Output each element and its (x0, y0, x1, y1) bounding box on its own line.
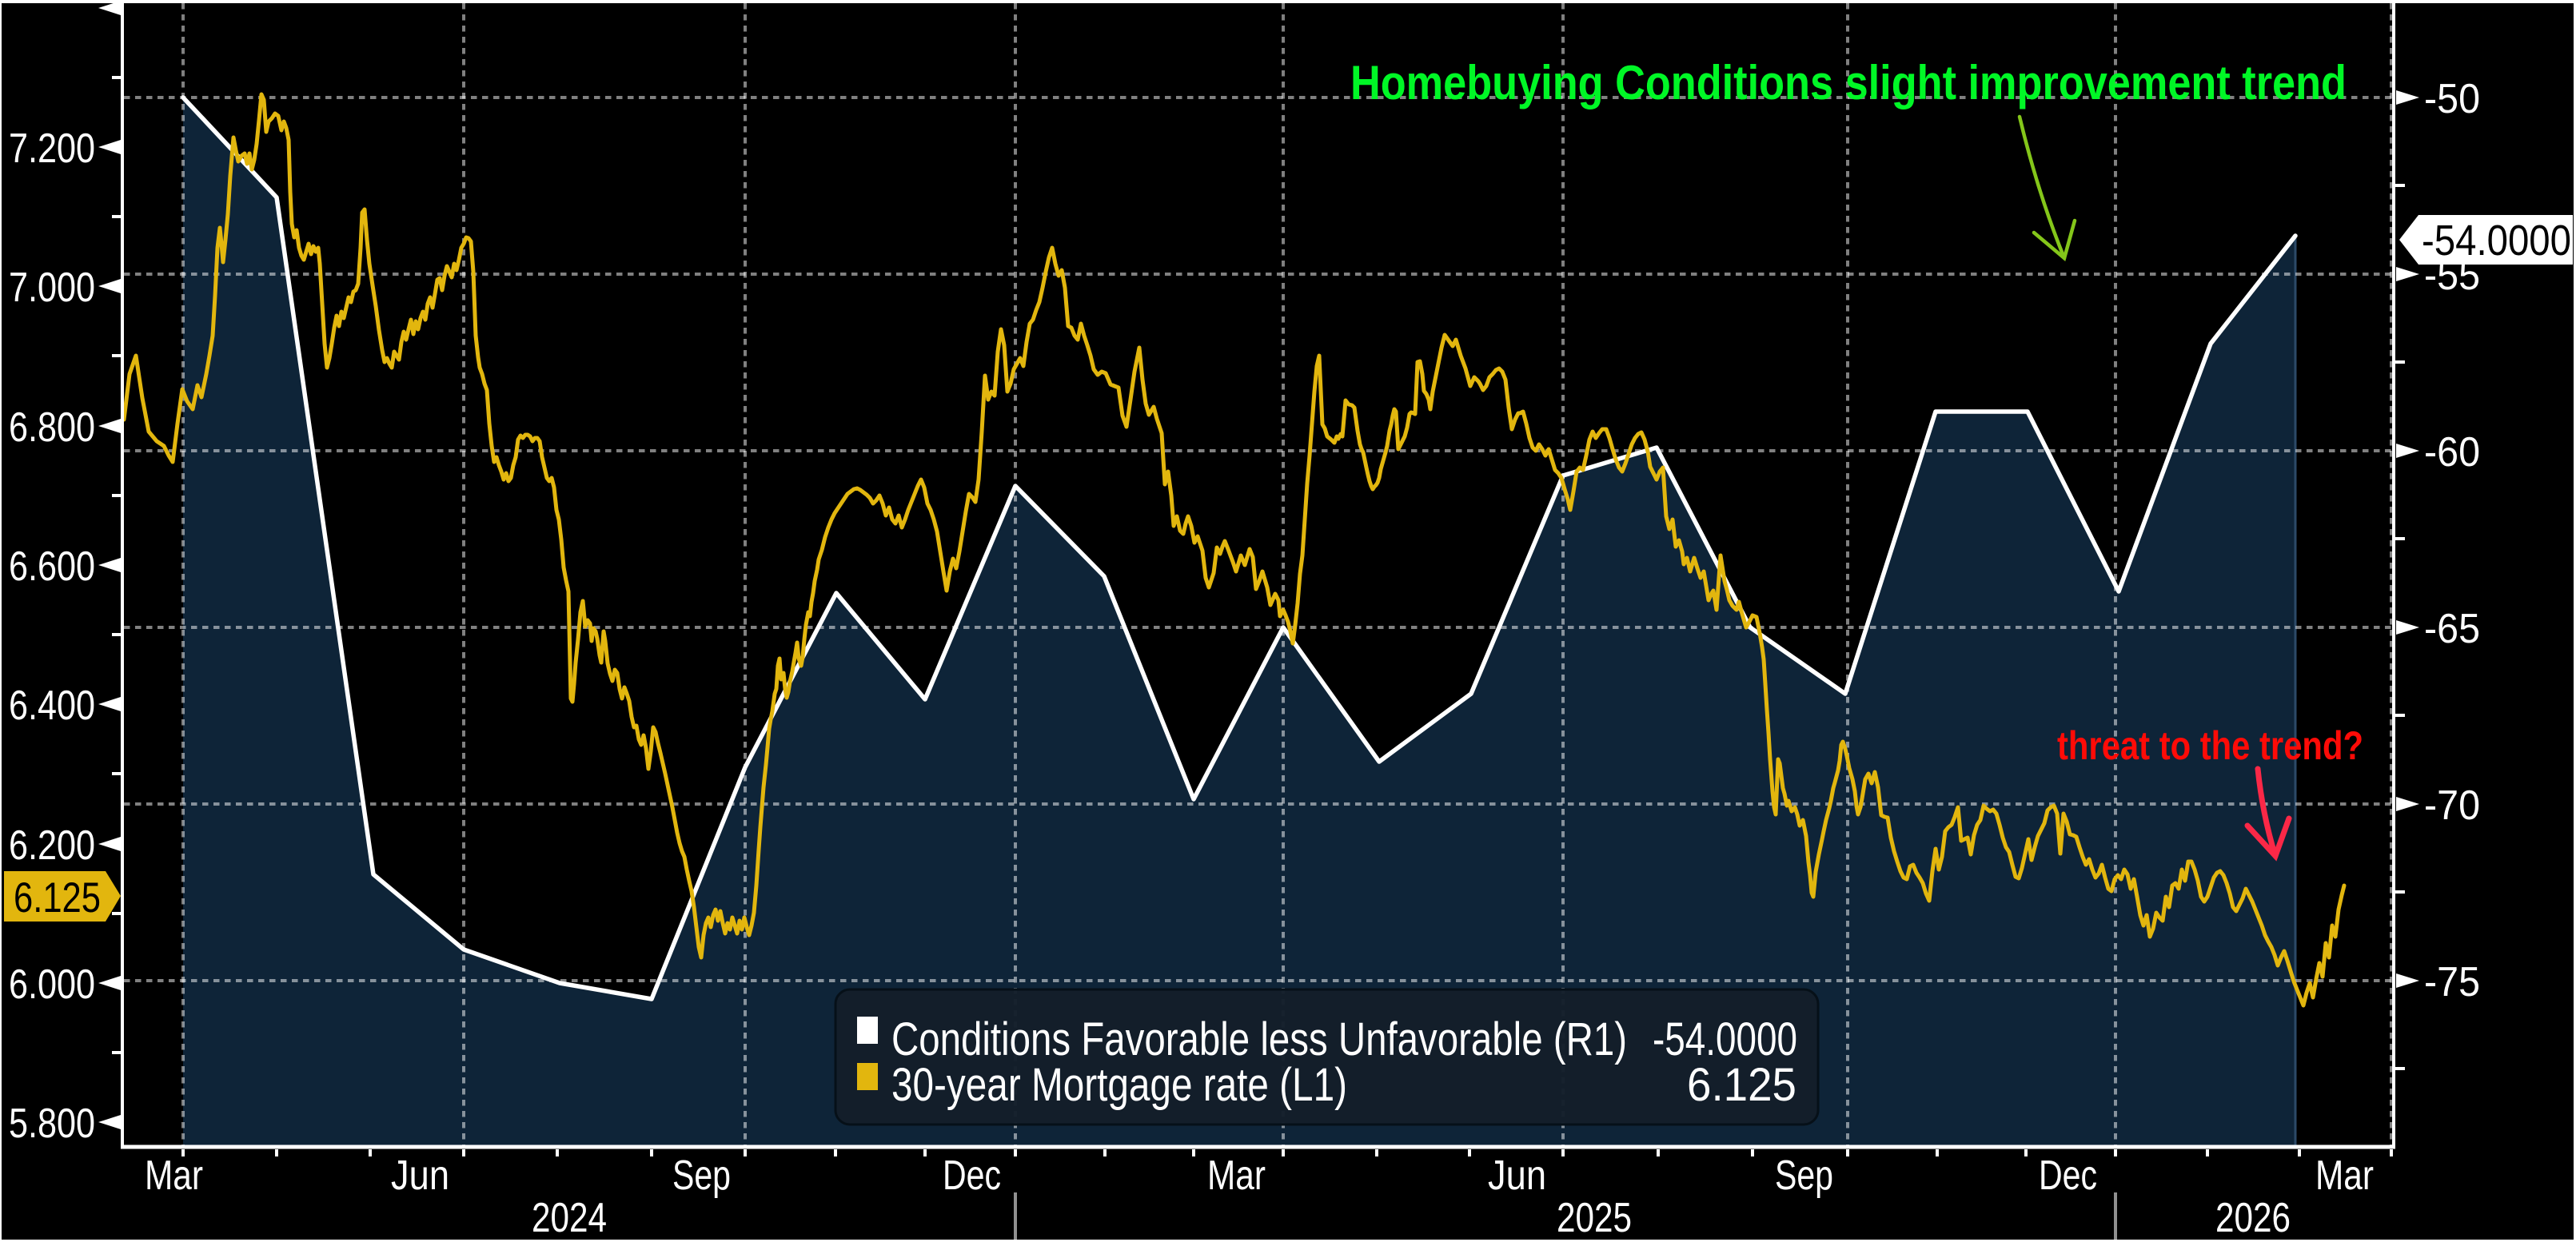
svg-text:Dec: Dec (2039, 1152, 2097, 1199)
svg-text:6.125: 6.125 (14, 874, 101, 922)
svg-text:threat to the trend?: threat to the trend? (2057, 723, 2363, 768)
svg-text:6.600: 6.600 (9, 543, 95, 590)
svg-text:Mar: Mar (1207, 1152, 1266, 1199)
svg-text:-60: -60 (2424, 429, 2480, 476)
svg-text:-54.0000: -54.0000 (2422, 217, 2571, 265)
svg-text:6.200: 6.200 (9, 822, 95, 869)
svg-text:5.800: 5.800 (9, 1101, 95, 1147)
svg-text:2025: 2025 (1557, 1195, 1632, 1241)
svg-text:Jun: Jun (1488, 1152, 1546, 1199)
svg-text:-70: -70 (2424, 782, 2480, 829)
svg-text:2026: 2026 (2215, 1195, 2291, 1241)
svg-text:-65: -65 (2424, 606, 2480, 652)
svg-text:6.800: 6.800 (9, 404, 95, 451)
svg-text:30-year Mortgage rate (L1): 30-year Mortgage rate (L1) (891, 1059, 1347, 1111)
svg-text:7.200: 7.200 (9, 125, 95, 172)
svg-text:Mar: Mar (145, 1152, 203, 1199)
svg-text:Dec: Dec (943, 1152, 1001, 1199)
svg-text:Mar: Mar (2315, 1152, 2374, 1199)
svg-text:Sep: Sep (1775, 1152, 1833, 1199)
svg-text:-50: -50 (2424, 76, 2480, 122)
svg-text:-75: -75 (2424, 959, 2480, 1005)
svg-text:Jun: Jun (391, 1152, 449, 1199)
svg-text:2024: 2024 (532, 1195, 607, 1241)
svg-text:Conditions Favorable less Unfa: Conditions Favorable less Unfavorable (R… (891, 1013, 1627, 1065)
svg-text:Sep: Sep (672, 1152, 731, 1199)
svg-text:-54.0000: -54.0000 (1653, 1013, 1797, 1065)
svg-text:Homebuying Conditions slight i: Homebuying Conditions slight improvement… (1350, 56, 2347, 109)
svg-text:6.400: 6.400 (9, 683, 95, 729)
svg-text:7.000: 7.000 (9, 265, 95, 311)
svg-text:6.125: 6.125 (1687, 1059, 1796, 1111)
svg-text:6.000: 6.000 (9, 961, 95, 1008)
